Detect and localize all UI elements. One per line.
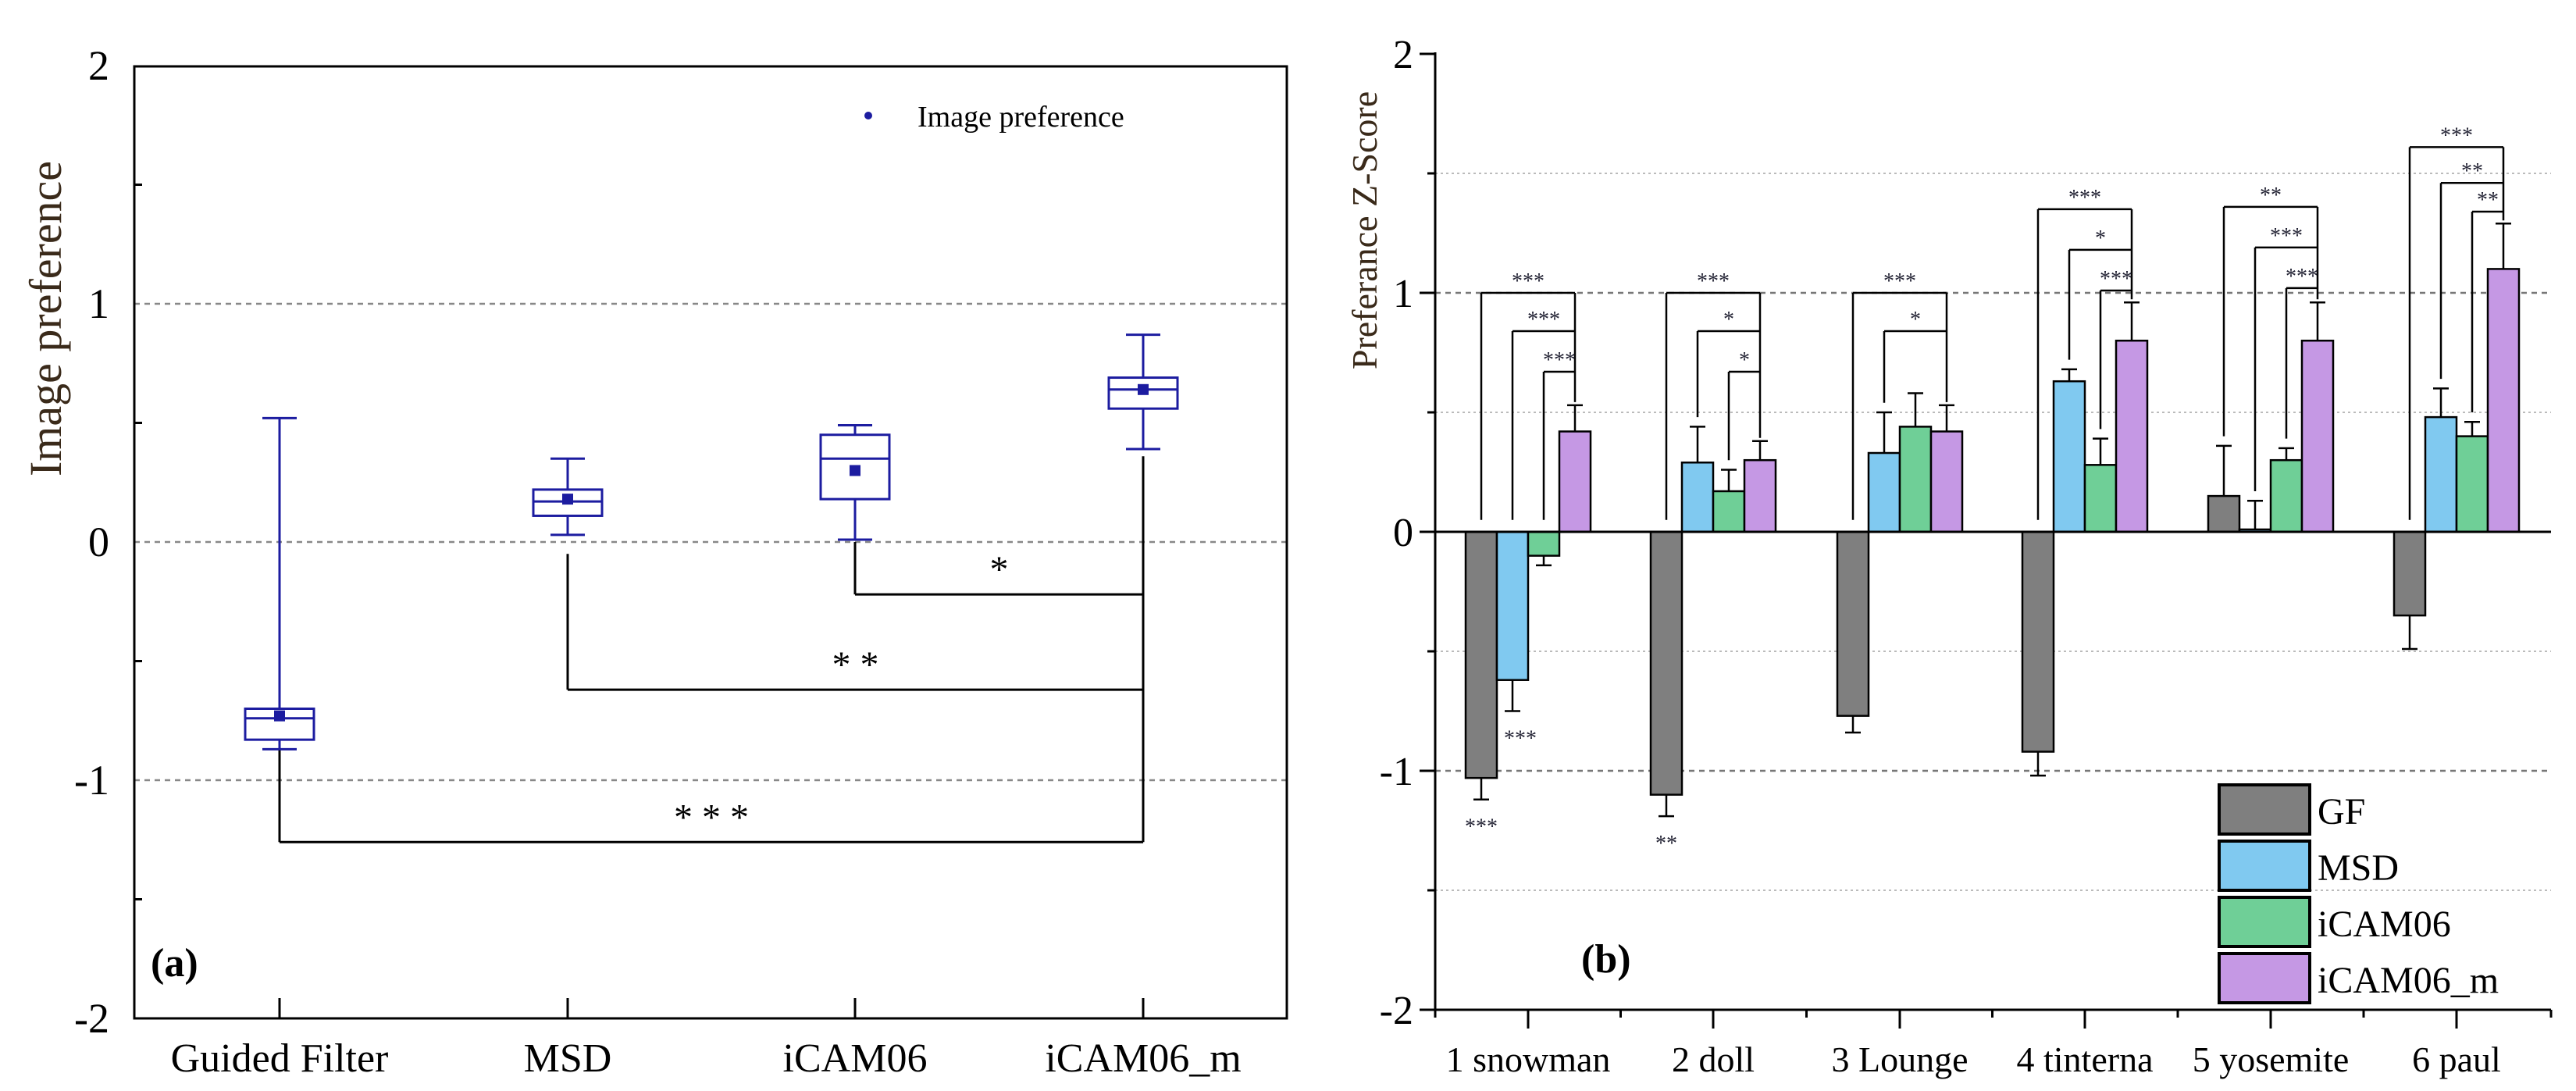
bar-gf [2393,530,2427,617]
y-tick-label: 1 [1393,272,1413,316]
legend-swatch-msd [2218,840,2311,892]
significance-label: * [1739,348,1750,373]
significance-label: ** [2477,188,2499,212]
significance-label: *** [2440,123,2473,148]
legend-label: iCAM06_m [2318,960,2499,1001]
significance-label-below: *** [1465,815,1498,840]
y-tick-label: -1 [74,757,109,804]
panel-a-boxplot: 2 1 0 -1 -2 Image preference Guided Filter MSD i… [20,42,1288,1081]
bar-msd [2424,415,2458,533]
significance-label-below: ** [1655,832,1677,856]
x-tick-label: 6 paul [2412,1039,2501,1079]
panel-b-barchart: 2 1 0 -1 -2 Preferance Z-Score 1 snowman 2 doll… [1345,33,2553,1079]
bar-msd [1680,462,1715,533]
significance-label: ** [2260,184,2282,208]
significance-label: *** [1512,269,1545,294]
panel-label: (b) [1581,937,1631,982]
y-tick-label: 2 [1393,33,1413,77]
bar-icam06 [2455,435,2489,533]
bar-icam06 [2083,464,2118,533]
significance-label: *** [1883,269,1916,294]
legend-swatch-gf [2218,783,2311,836]
bar-gf [1649,530,1683,796]
y-axis-label: Image preference [20,161,71,476]
y-tick-label: 0 [88,519,109,565]
significance-label: *** [2270,224,2303,248]
bar-icam06_m [1929,430,1964,533]
significance-label: *** [2068,186,2101,210]
x-tick-label: MSD [524,1036,612,1081]
x-tick-label: 4 tinterna [2017,1039,2154,1079]
bar-icam06_m [1743,458,1777,533]
box-iqr [819,433,891,501]
legend-label: Image preference [917,101,1124,134]
box-iqr [532,488,604,517]
bar-icam06 [1527,530,1561,557]
legend-label: MSD [2318,847,2399,889]
x-tick-label: 3 Lounge [1831,1039,1968,1079]
bar-icam06 [2269,458,2303,533]
y-tick-label: 1 [88,280,109,327]
significance-label: *** [2286,265,2318,289]
mean-marker [562,494,573,505]
bar-gf [2021,530,2055,753]
significance-label-below: *** [1504,727,1537,751]
significance-label: * [2095,226,2106,251]
legend-marker [864,112,872,119]
legend-label: iCAM06 [2318,904,2451,945]
mean-marker [1138,383,1149,395]
legend-label: GF [2318,791,2365,833]
bar-gf [1836,530,1870,717]
significance-label: * [1910,308,1921,332]
bar-icam06 [1712,490,1746,533]
bar-icam06_m [2300,339,2335,533]
mean-marker [274,710,285,722]
bar-icam06_m [2486,268,2521,533]
box-iqr [244,708,315,741]
bar-msd [1495,530,1530,681]
bar-icam06_m [1558,430,1592,533]
significance-label: * [1723,308,1734,332]
mean-marker [850,465,860,476]
significance-label: *** [1543,348,1576,373]
bar-msd [2052,380,2086,533]
bar-icam06 [1898,426,1933,533]
panel-label: (a) [151,941,198,986]
legend-swatch-icam06 [2218,896,2311,948]
y-tick-label: 2 [88,42,109,89]
x-tick-label: Guided Filter [171,1036,389,1081]
x-tick-label: 1 snowman [1446,1039,1611,1079]
significance-label: *** [1697,269,1730,294]
significance-label: * * [832,644,879,686]
plot-frame [133,65,1288,1020]
bar-msd [1867,451,1901,533]
y-tick-label: -1 [1380,750,1413,794]
y-axis-label: Preferance Z-Score [1345,91,1384,369]
significance-label: * [990,549,1009,590]
box-iqr [1107,376,1179,410]
x-tick-label: 5 yosemite [2193,1039,2350,1079]
bar-gf [1464,530,1498,779]
significance-label: *** [1527,308,1560,332]
bar-icam06_m [2115,339,2149,533]
y-tick-label: -2 [74,995,109,1042]
significance-label: ** [2461,159,2483,184]
significance-label: * * * [674,797,749,838]
legend-swatch-icam06_m [2218,952,2311,1004]
x-tick-label: 2 doll [1672,1039,1755,1079]
bar-gf [2207,494,2241,533]
x-tick-label: iCAM06 [783,1036,928,1081]
y-tick-label: 0 [1393,511,1413,555]
y-tick-label: -2 [1380,989,1413,1033]
significance-label: *** [2100,267,2132,291]
x-tick-label: iCAM06_m [1045,1036,1241,1081]
